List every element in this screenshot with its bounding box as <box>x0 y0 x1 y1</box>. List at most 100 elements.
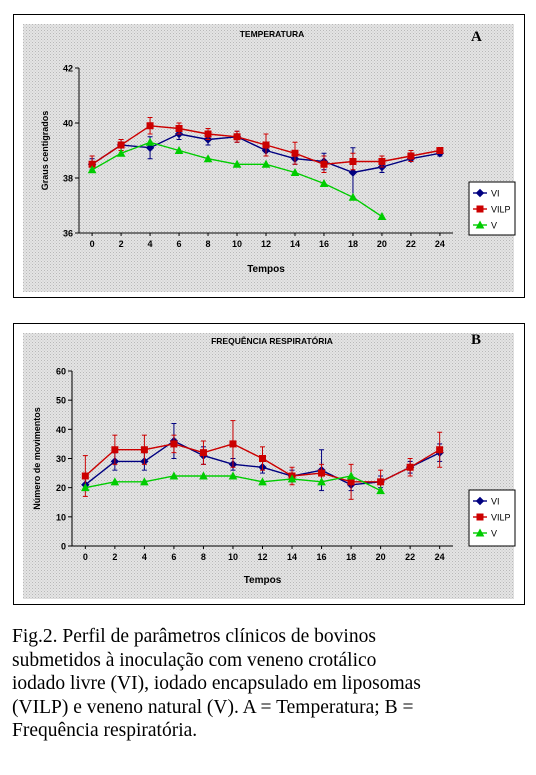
chart-background <box>23 24 514 292</box>
data-point <box>317 477 326 486</box>
data-point <box>347 478 355 486</box>
data-point <box>320 160 328 168</box>
data-point <box>377 211 387 220</box>
legend-marker <box>475 220 485 229</box>
x-tick-label: 0 <box>90 239 95 249</box>
data-point <box>407 152 415 160</box>
data-point <box>80 483 90 492</box>
series-vilp <box>81 420 444 500</box>
y-axis-label: Graus centigrados <box>40 111 50 191</box>
caption-line-5: Frequência respiratória. <box>12 720 198 741</box>
data-point <box>170 440 178 448</box>
legend-label: V <box>491 221 497 231</box>
x-tick-label: 24 <box>435 239 445 249</box>
data-point <box>169 471 179 480</box>
x-tick-label: 22 <box>406 239 416 249</box>
data-point <box>174 145 184 154</box>
y-tick-label: 42 <box>63 64 73 74</box>
data-point <box>378 158 386 165</box>
x-tick-label: 12 <box>257 552 267 562</box>
legend-marker <box>475 188 485 198</box>
data-point <box>110 477 120 486</box>
chart-title: FREQUÊNCIA RESPIRATÓRIA <box>211 335 333 346</box>
data-point <box>145 137 155 146</box>
data-point <box>117 141 125 149</box>
x-tick-label: 4 <box>148 239 153 249</box>
data-point <box>204 130 212 138</box>
x-tick-label: 20 <box>377 239 387 249</box>
legend-marker <box>476 513 484 521</box>
x-tick-label: 4 <box>142 552 147 562</box>
caption-line-3: iodado livre (VI), iodado encapsulado em… <box>12 673 421 694</box>
x-tick-label: 6 <box>177 239 182 249</box>
data-point <box>199 471 208 480</box>
legend-marker <box>475 496 485 506</box>
data-point <box>287 474 297 483</box>
data-point <box>436 147 444 154</box>
x-axis-label: Tempos <box>247 264 285 275</box>
data-point <box>436 446 444 454</box>
data-point <box>145 143 155 152</box>
y-tick-label: 30 <box>56 454 66 464</box>
legend-marker <box>476 205 484 213</box>
data-point <box>81 472 89 480</box>
data-point <box>348 168 358 177</box>
chart-panel-respiratory: 0 10 20 30 40 50 60 0 2 4 6 8 10 12 14 16 18 20 22 24 FREQUÊ… <box>13 323 525 605</box>
data-point <box>233 133 241 141</box>
x-tick-label: 14 <box>287 552 297 562</box>
x-tick-label: 6 <box>171 552 176 562</box>
panel-letter: A <box>471 29 482 45</box>
data-point <box>146 122 154 130</box>
y-axis-label: Número de movimentos <box>32 407 42 510</box>
legend-label: VILP <box>491 205 511 215</box>
chart-background <box>23 333 514 599</box>
chart-title: TEMPERATURA <box>240 29 305 39</box>
legend-label: VI <box>491 497 500 507</box>
x-tick-label: 10 <box>232 239 242 249</box>
data-point <box>376 486 385 495</box>
data-point <box>377 478 385 486</box>
caption-line-1: Fig.2. Perfil de parâmetros clínicos de … <box>12 626 376 647</box>
x-tick-label: 2 <box>119 239 124 249</box>
chart-panel-temperature: 36 38 40 42 0 2 4 6 8 10 12 14 16 18 20 22 24 TEMPERATURA… <box>13 14 525 298</box>
x-tick-label: 10 <box>228 552 238 562</box>
x-tick-label: 14 <box>290 239 300 249</box>
data-point <box>291 149 299 157</box>
y-tick-label: 40 <box>63 119 73 129</box>
series-v <box>87 137 387 220</box>
x-tick-label: 12 <box>261 239 271 249</box>
x-tick-label: 8 <box>206 239 211 249</box>
x-tick-label: 24 <box>435 552 445 562</box>
x-tick-label: 16 <box>319 239 329 249</box>
x-tick-label: 8 <box>201 552 206 562</box>
x-tick-label: 0 <box>83 552 88 562</box>
series-v <box>80 471 385 495</box>
data-point <box>87 165 97 174</box>
x-tick-label: 20 <box>376 552 386 562</box>
x-tick-label: 22 <box>405 552 415 562</box>
data-point <box>232 159 242 168</box>
y-tick-label: 20 <box>56 483 66 493</box>
x-tick-label: 18 <box>346 552 356 562</box>
caption-line-4: (VILP) e veneno natural (V). A = Tempera… <box>12 696 414 718</box>
data-point <box>259 455 266 462</box>
data-point <box>290 167 300 176</box>
data-point <box>175 125 183 132</box>
data-point <box>116 148 126 157</box>
y-tick-label: 38 <box>63 174 73 184</box>
data-point <box>346 471 356 480</box>
data-point <box>261 159 271 168</box>
data-point <box>348 192 358 201</box>
data-point <box>228 471 238 480</box>
x-axis-label: Tempos <box>244 575 282 586</box>
legend-label: VI <box>491 189 500 199</box>
figure-caption: Fig.2. Perfil de parâmetros clínicos de … <box>12 625 524 743</box>
panel-letter: B <box>471 332 481 348</box>
y-tick-label: 36 <box>63 229 73 239</box>
y-tick-label: 40 <box>56 425 66 435</box>
data-point <box>262 141 270 149</box>
x-tick-label: 16 <box>317 552 327 562</box>
data-point <box>318 469 326 477</box>
